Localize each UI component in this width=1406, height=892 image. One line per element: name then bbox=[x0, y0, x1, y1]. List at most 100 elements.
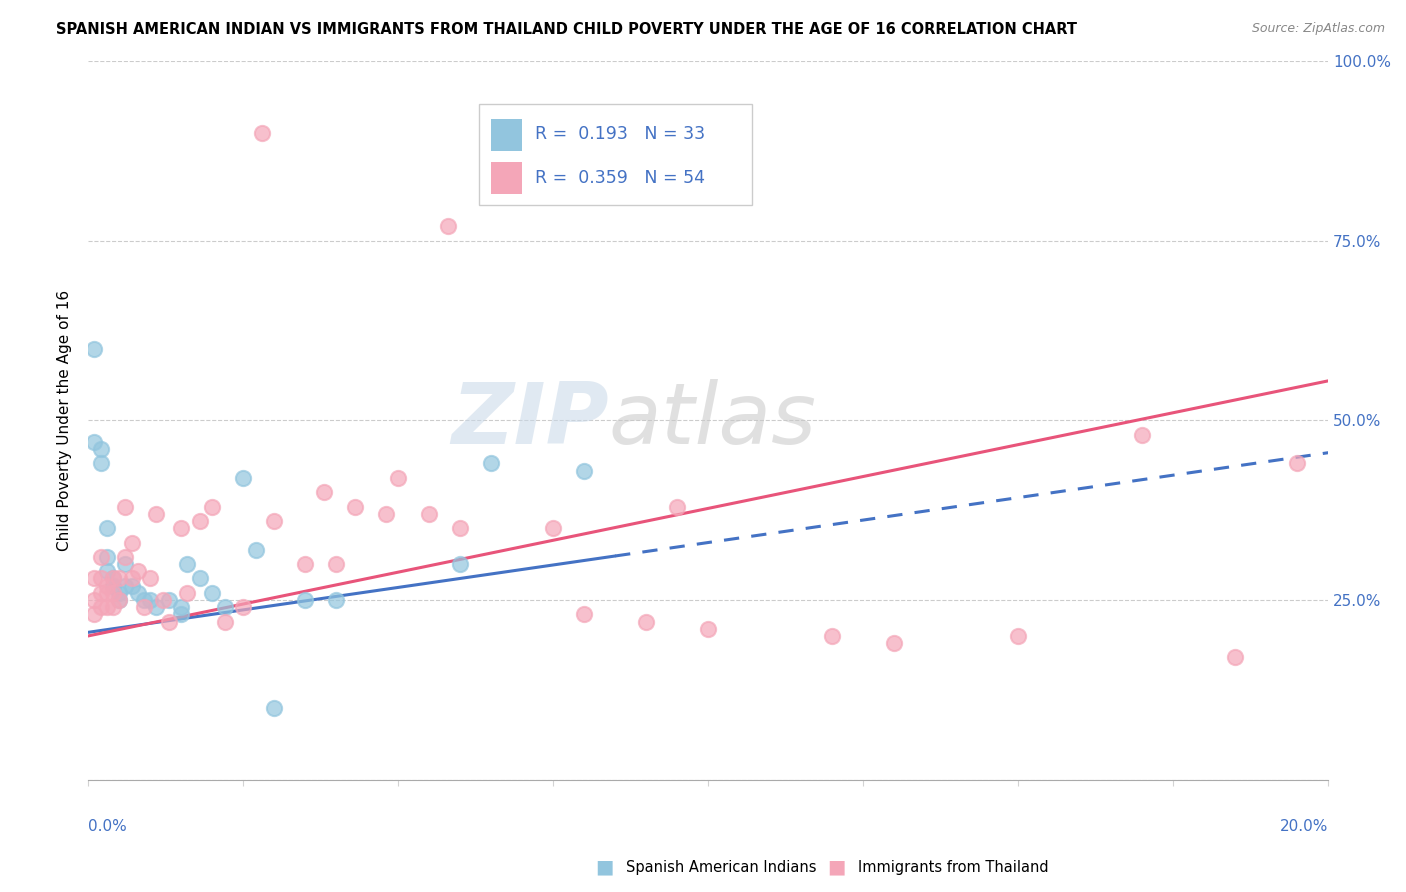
Point bbox=[510, 112, 533, 126]
Point bbox=[101, 579, 124, 593]
Point bbox=[201, 586, 224, 600]
Text: R =  0.359   N = 54: R = 0.359 N = 54 bbox=[534, 169, 704, 186]
Point bbox=[449, 521, 471, 535]
Point bbox=[101, 600, 124, 615]
Text: Source: ZipAtlas.com: Source: ZipAtlas.com bbox=[1251, 22, 1385, 36]
Point bbox=[312, 485, 335, 500]
Point bbox=[214, 615, 236, 629]
Point bbox=[821, 629, 844, 643]
Point bbox=[90, 600, 112, 615]
Point bbox=[114, 500, 136, 514]
Point bbox=[83, 593, 105, 607]
Point bbox=[572, 607, 595, 622]
Text: ■: ■ bbox=[827, 857, 846, 877]
Point bbox=[157, 593, 180, 607]
Y-axis label: Child Poverty Under the Age of 16: Child Poverty Under the Age of 16 bbox=[58, 290, 72, 551]
Point bbox=[636, 615, 658, 629]
Point bbox=[449, 557, 471, 571]
Point bbox=[374, 507, 396, 521]
Point bbox=[214, 600, 236, 615]
Point bbox=[108, 593, 131, 607]
Point bbox=[170, 600, 193, 615]
Point bbox=[263, 700, 285, 714]
Text: ■: ■ bbox=[595, 857, 614, 877]
Point bbox=[1286, 457, 1309, 471]
Point bbox=[96, 579, 118, 593]
Point bbox=[232, 600, 254, 615]
Point bbox=[108, 593, 131, 607]
Point bbox=[176, 557, 198, 571]
Text: atlas: atlas bbox=[609, 379, 817, 462]
Point bbox=[572, 464, 595, 478]
Point bbox=[132, 600, 155, 615]
Point bbox=[343, 500, 366, 514]
Point bbox=[90, 457, 112, 471]
Point bbox=[387, 471, 409, 485]
Point bbox=[121, 571, 143, 585]
Point bbox=[101, 571, 124, 585]
Point bbox=[436, 219, 458, 234]
Point bbox=[90, 442, 112, 456]
Point bbox=[1007, 629, 1029, 643]
Point bbox=[294, 557, 316, 571]
Text: 20.0%: 20.0% bbox=[1279, 819, 1329, 834]
Text: ZIP: ZIP bbox=[451, 379, 609, 462]
Point bbox=[157, 615, 180, 629]
Point bbox=[83, 607, 105, 622]
Point bbox=[127, 586, 149, 600]
Point bbox=[83, 434, 105, 449]
Point bbox=[83, 342, 105, 356]
Point bbox=[114, 579, 136, 593]
Point bbox=[479, 457, 502, 471]
Point bbox=[418, 507, 440, 521]
Point bbox=[1130, 427, 1153, 442]
Point bbox=[188, 514, 211, 528]
Point bbox=[139, 571, 162, 585]
Text: 0.0%: 0.0% bbox=[89, 819, 127, 834]
Point bbox=[666, 500, 689, 514]
Point bbox=[188, 571, 211, 585]
Point bbox=[250, 126, 273, 140]
Point bbox=[108, 571, 131, 585]
Point bbox=[245, 542, 267, 557]
Point bbox=[170, 521, 193, 535]
Text: R =  0.193   N = 33: R = 0.193 N = 33 bbox=[534, 126, 704, 144]
Point bbox=[101, 586, 124, 600]
Text: Spanish American Indians: Spanish American Indians bbox=[626, 860, 815, 874]
Point bbox=[90, 549, 112, 564]
Point bbox=[96, 521, 118, 535]
Point bbox=[132, 593, 155, 607]
Point bbox=[145, 600, 167, 615]
Point bbox=[83, 571, 105, 585]
Point bbox=[121, 535, 143, 549]
Point bbox=[883, 636, 905, 650]
Point bbox=[176, 586, 198, 600]
Point bbox=[101, 571, 124, 585]
FancyBboxPatch shape bbox=[491, 119, 522, 151]
Point bbox=[96, 586, 118, 600]
Point bbox=[232, 471, 254, 485]
Point bbox=[90, 571, 112, 585]
Point bbox=[96, 549, 118, 564]
FancyBboxPatch shape bbox=[479, 104, 752, 205]
Point bbox=[697, 622, 720, 636]
Point bbox=[139, 593, 162, 607]
Point bbox=[127, 564, 149, 578]
Point bbox=[1223, 650, 1246, 665]
Text: SPANISH AMERICAN INDIAN VS IMMIGRANTS FROM THAILAND CHILD POVERTY UNDER THE AGE : SPANISH AMERICAN INDIAN VS IMMIGRANTS FR… bbox=[56, 22, 1077, 37]
Point bbox=[96, 564, 118, 578]
Point bbox=[121, 579, 143, 593]
Text: Immigrants from Thailand: Immigrants from Thailand bbox=[858, 860, 1049, 874]
Point bbox=[90, 586, 112, 600]
Point bbox=[325, 593, 347, 607]
Point bbox=[201, 500, 224, 514]
Point bbox=[152, 593, 174, 607]
Point bbox=[170, 607, 193, 622]
FancyBboxPatch shape bbox=[491, 161, 522, 194]
Point bbox=[541, 521, 564, 535]
Point bbox=[108, 586, 131, 600]
Point bbox=[294, 593, 316, 607]
Point bbox=[96, 600, 118, 615]
Point bbox=[325, 557, 347, 571]
Point bbox=[145, 507, 167, 521]
